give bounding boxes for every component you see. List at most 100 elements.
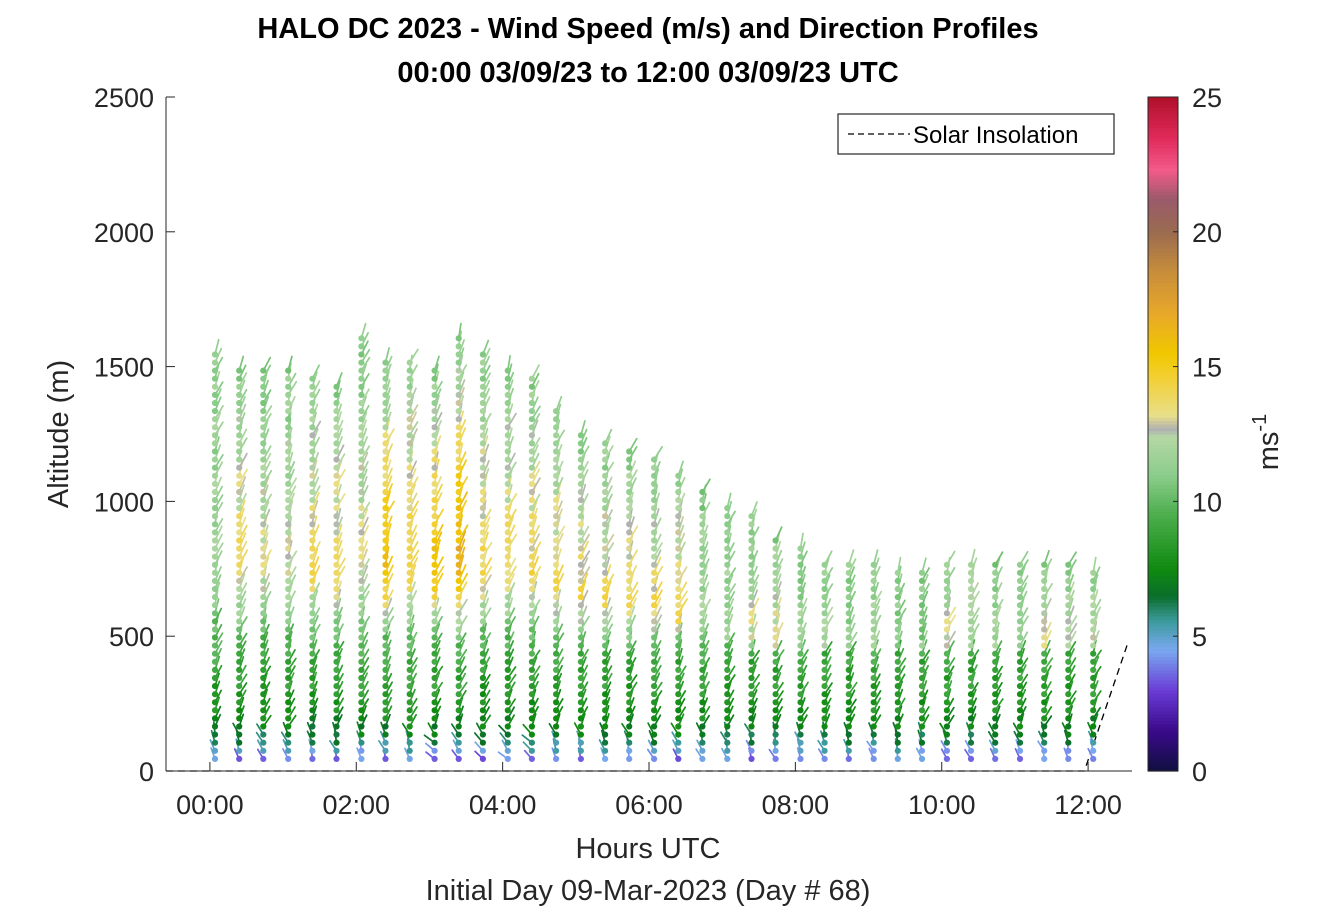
wind-point <box>211 391 219 398</box>
wind-point <box>479 691 486 698</box>
wind-point <box>651 456 658 463</box>
colorbar-strip <box>1148 639 1178 644</box>
wind-point <box>285 707 292 714</box>
wind-point <box>260 658 267 665</box>
wind-point <box>358 480 365 487</box>
colorbar-strip <box>1148 194 1178 199</box>
colorbar-strip <box>1148 383 1178 388</box>
wind-point <box>699 569 706 576</box>
wind-point <box>602 472 609 479</box>
wind-point <box>748 553 755 560</box>
wind-point <box>382 683 389 690</box>
wind-point <box>358 569 365 576</box>
wind-point <box>260 375 267 382</box>
wind-point <box>651 594 658 601</box>
wind-point <box>967 569 975 576</box>
wind-point <box>748 707 755 714</box>
wind-point <box>772 537 779 544</box>
wind-point <box>675 569 682 576</box>
wind-point <box>309 432 316 439</box>
wind-point <box>845 723 852 730</box>
colorbar-strip <box>1148 551 1178 556</box>
wind-point <box>1016 747 1024 754</box>
colorbar-strip <box>1148 713 1178 718</box>
wind-point <box>577 755 585 763</box>
chart-title: HALO DC 2023 - Wind Speed (m/s) and Dire… <box>257 13 1038 45</box>
wind-point <box>333 691 340 698</box>
wind-point <box>772 650 779 657</box>
wind-point <box>1090 569 1097 576</box>
wind-point <box>821 594 828 601</box>
wind-point <box>333 529 340 536</box>
wind-point <box>748 674 755 682</box>
wind-point <box>236 432 243 439</box>
wind-point <box>431 529 438 536</box>
wind-point <box>651 585 658 593</box>
colorbar-strip <box>1148 134 1178 139</box>
wind-point <box>358 472 365 479</box>
wind-point <box>553 658 560 665</box>
colorbar-strip <box>1148 285 1178 290</box>
wind-point <box>333 618 340 625</box>
wind-profile <box>598 428 615 763</box>
wind-point <box>358 691 365 698</box>
wind-point <box>797 602 804 609</box>
wind-point <box>1065 658 1072 665</box>
colorbar-strip <box>1148 403 1178 408</box>
colorbar-strip <box>1148 653 1178 658</box>
wind-point <box>260 634 267 641</box>
colorbar-strip <box>1148 181 1178 186</box>
wind-point <box>236 650 243 657</box>
wind-point <box>675 658 682 665</box>
y-tick-label: 500 <box>109 622 154 652</box>
wind-point <box>918 731 926 738</box>
wind-point <box>406 691 413 698</box>
wind-point <box>358 658 365 665</box>
wind-point <box>211 739 219 746</box>
wind-point <box>528 755 536 763</box>
colorbar-strip <box>1148 100 1178 105</box>
colorbar-strip <box>1148 316 1178 321</box>
wind-point <box>894 691 901 698</box>
wind-point <box>358 610 365 617</box>
wind-point <box>577 456 585 463</box>
wind-point <box>406 666 413 674</box>
wind-point <box>943 683 951 690</box>
wind-point <box>626 529 633 536</box>
wind-point <box>358 707 365 714</box>
colorbar-strip <box>1148 589 1178 593</box>
wind-point <box>1065 585 1072 593</box>
wind-point <box>748 602 755 609</box>
colorbar-strip <box>1148 440 1178 445</box>
wind-point <box>260 642 267 649</box>
wind-point <box>236 537 243 544</box>
colorbar-strip <box>1148 305 1178 310</box>
wind-point <box>918 666 926 674</box>
colorbar-strip <box>1148 390 1178 395</box>
wind-point <box>479 383 486 390</box>
wind-point <box>797 674 804 682</box>
wind-point <box>675 610 682 617</box>
wind-point <box>260 513 267 520</box>
wind-point <box>406 585 413 593</box>
wind-point <box>236 424 243 431</box>
wind-point <box>724 747 731 754</box>
wind-point <box>285 529 292 536</box>
wind-point <box>406 521 413 528</box>
colorbar-strip <box>1148 103 1178 108</box>
wind-point <box>1016 691 1024 698</box>
colorbar-strip <box>1148 693 1178 698</box>
colorbar-strip <box>1148 275 1178 280</box>
wind-point <box>406 391 413 398</box>
x-tick-label: 00:00 <box>176 790 244 820</box>
wind-point <box>285 521 292 528</box>
wind-point <box>236 691 243 698</box>
wind-point <box>528 707 536 714</box>
wind-point <box>406 674 413 682</box>
wind-point <box>309 585 316 593</box>
wind-point <box>455 497 462 504</box>
colorbar-strip <box>1148 575 1178 580</box>
wind-point <box>358 343 365 350</box>
wind-point <box>504 723 511 730</box>
